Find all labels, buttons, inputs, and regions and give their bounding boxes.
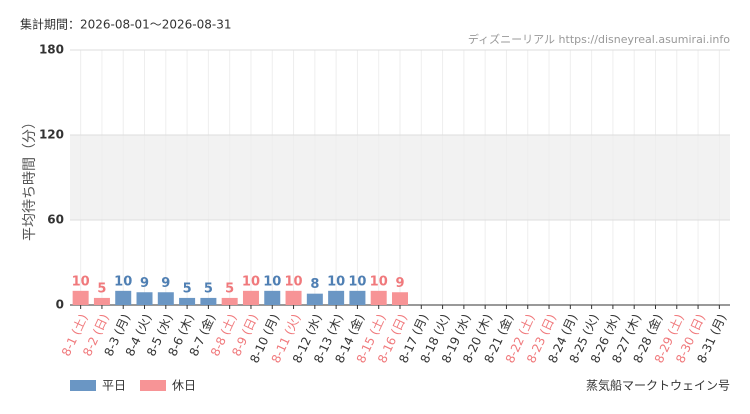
bar	[285, 290, 302, 305]
bar	[157, 292, 174, 305]
bar	[328, 290, 345, 305]
value-label: 10	[263, 274, 281, 289]
period: 集計期間：2026-08-01～2026-08-31	[20, 17, 231, 32]
value-label: 5	[225, 281, 234, 296]
y-tick-label: 0	[56, 298, 64, 312]
value-label: 9	[140, 276, 149, 291]
value-label: 10	[327, 274, 345, 289]
value-label: 10	[348, 274, 366, 289]
bar	[136, 292, 153, 305]
y-tick-label: 60	[47, 213, 64, 227]
bar	[200, 297, 217, 305]
y-tick-label: 180	[39, 43, 64, 57]
bar	[370, 290, 387, 305]
bar	[349, 290, 366, 305]
legend-label: 平日	[102, 379, 126, 393]
y-axis-label: 平均待ち時間（分）	[22, 115, 38, 241]
bar	[221, 297, 238, 305]
bar	[264, 290, 281, 305]
legend-swatch	[70, 380, 96, 391]
value-label: 5	[97, 281, 106, 296]
value-label: 9	[161, 276, 170, 291]
legend-swatch	[140, 380, 166, 391]
value-label: 5	[204, 281, 213, 296]
bar	[392, 292, 408, 305]
y-tick-label: 120	[39, 128, 64, 142]
attraction: 蒸気船マークトウェイン号	[586, 378, 730, 393]
bar	[72, 290, 89, 305]
bar	[179, 297, 196, 305]
value-label: 9	[395, 276, 404, 291]
value-label: 10	[72, 274, 90, 289]
legend-label: 休日	[172, 379, 196, 393]
value-label: 5	[183, 281, 192, 296]
source: ディズニーリアル https://disneyreal.asumirai.inf…	[468, 32, 730, 46]
value-label: 10	[285, 274, 303, 289]
bar	[242, 290, 259, 305]
bar	[306, 293, 323, 305]
value-label: 8	[310, 277, 319, 292]
value-label: 10	[114, 274, 132, 289]
value-label: 10	[370, 274, 388, 289]
value-label: 10	[242, 274, 260, 289]
bar	[93, 297, 110, 305]
bar	[115, 290, 132, 305]
